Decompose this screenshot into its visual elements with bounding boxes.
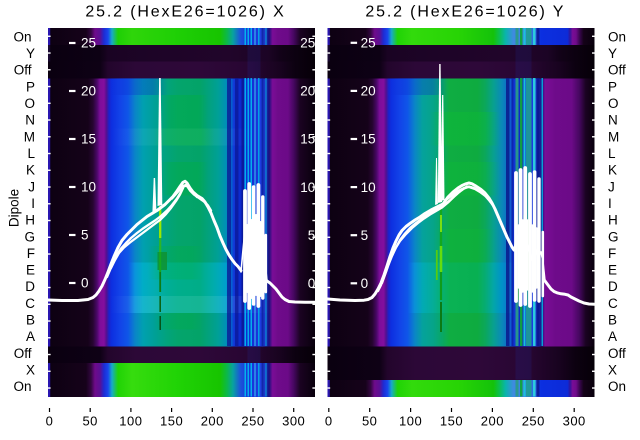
svg-text:Off: Off <box>608 63 626 78</box>
svg-text:On: On <box>608 379 626 394</box>
svg-text:K: K <box>608 163 617 178</box>
svg-text:C: C <box>608 296 618 311</box>
svg-text:250: 250 <box>241 414 264 429</box>
svg-text:J: J <box>608 179 615 194</box>
svg-text:H: H <box>608 213 618 228</box>
svg-text:150: 150 <box>440 414 463 429</box>
svg-text:100: 100 <box>399 414 422 429</box>
svg-text:50: 50 <box>82 414 97 429</box>
svg-text:P: P <box>608 79 617 94</box>
svg-text:20: 20 <box>81 84 96 99</box>
svg-text:25: 25 <box>300 36 315 51</box>
svg-text:300: 300 <box>282 414 305 429</box>
svg-text:Dipole: Dipole <box>7 189 22 227</box>
svg-text:Off: Off <box>14 63 32 78</box>
svg-text:O: O <box>608 96 619 111</box>
svg-text:10: 10 <box>361 180 376 195</box>
svg-text:X: X <box>608 363 617 378</box>
svg-text:Off: Off <box>608 346 626 361</box>
svg-text:5: 5 <box>308 228 316 243</box>
svg-text:15: 15 <box>81 132 96 147</box>
svg-text:0: 0 <box>46 414 54 429</box>
svg-text:N: N <box>25 113 35 128</box>
svg-text:25: 25 <box>361 36 376 51</box>
svg-text:I: I <box>608 196 612 211</box>
svg-text:15: 15 <box>300 132 315 147</box>
svg-text:E: E <box>26 263 35 278</box>
svg-text:O: O <box>24 96 35 111</box>
svg-text:P: P <box>26 79 35 94</box>
svg-text:20: 20 <box>300 84 315 99</box>
svg-text:M: M <box>24 129 35 144</box>
svg-text:20: 20 <box>361 84 376 99</box>
svg-text:15: 15 <box>361 132 376 147</box>
svg-text:I: I <box>31 196 35 211</box>
svg-text:25.2 (HexE26=1026) Y: 25.2 (HexE26=1026) Y <box>365 3 565 20</box>
svg-text:10: 10 <box>81 180 96 195</box>
svg-text:D: D <box>25 279 35 294</box>
svg-text:25.2 (HexE26=1026) X: 25.2 (HexE26=1026) X <box>85 3 285 20</box>
svg-text:J: J <box>28 179 35 194</box>
svg-text:10: 10 <box>300 180 315 195</box>
svg-text:F: F <box>27 246 35 261</box>
svg-text:A: A <box>26 329 35 344</box>
svg-text:D: D <box>608 279 618 294</box>
svg-text:200: 200 <box>481 414 504 429</box>
svg-text:150: 150 <box>160 414 183 429</box>
svg-text:H: H <box>25 213 35 228</box>
svg-text:25: 25 <box>81 36 96 51</box>
svg-text:5: 5 <box>361 228 369 243</box>
svg-text:G: G <box>608 229 619 244</box>
svg-text:100: 100 <box>119 414 142 429</box>
svg-text:B: B <box>608 313 617 328</box>
svg-text:0: 0 <box>81 276 89 291</box>
svg-text:N: N <box>608 113 618 128</box>
svg-text:Y: Y <box>608 46 617 61</box>
svg-text:250: 250 <box>522 414 545 429</box>
svg-text:On: On <box>608 29 626 44</box>
svg-text:5: 5 <box>81 228 89 243</box>
svg-text:On: On <box>13 29 31 44</box>
svg-text:X: X <box>26 363 35 378</box>
svg-text:200: 200 <box>201 414 224 429</box>
svg-text:Y: Y <box>26 46 35 61</box>
svg-text:Off: Off <box>14 346 32 361</box>
svg-text:L: L <box>27 146 35 161</box>
svg-text:A: A <box>608 329 617 344</box>
svg-text:50: 50 <box>362 414 377 429</box>
svg-text:F: F <box>608 246 616 261</box>
svg-text:E: E <box>608 263 617 278</box>
svg-text:L: L <box>608 146 616 161</box>
svg-text:On: On <box>13 379 31 394</box>
svg-text:C: C <box>25 296 35 311</box>
svg-text:0: 0 <box>325 414 333 429</box>
svg-text:G: G <box>24 229 35 244</box>
svg-text:0: 0 <box>308 276 316 291</box>
svg-text:M: M <box>608 129 619 144</box>
svg-text:0: 0 <box>361 276 369 291</box>
svg-text:K: K <box>26 163 35 178</box>
svg-text:B: B <box>26 313 35 328</box>
svg-text:300: 300 <box>563 414 586 429</box>
